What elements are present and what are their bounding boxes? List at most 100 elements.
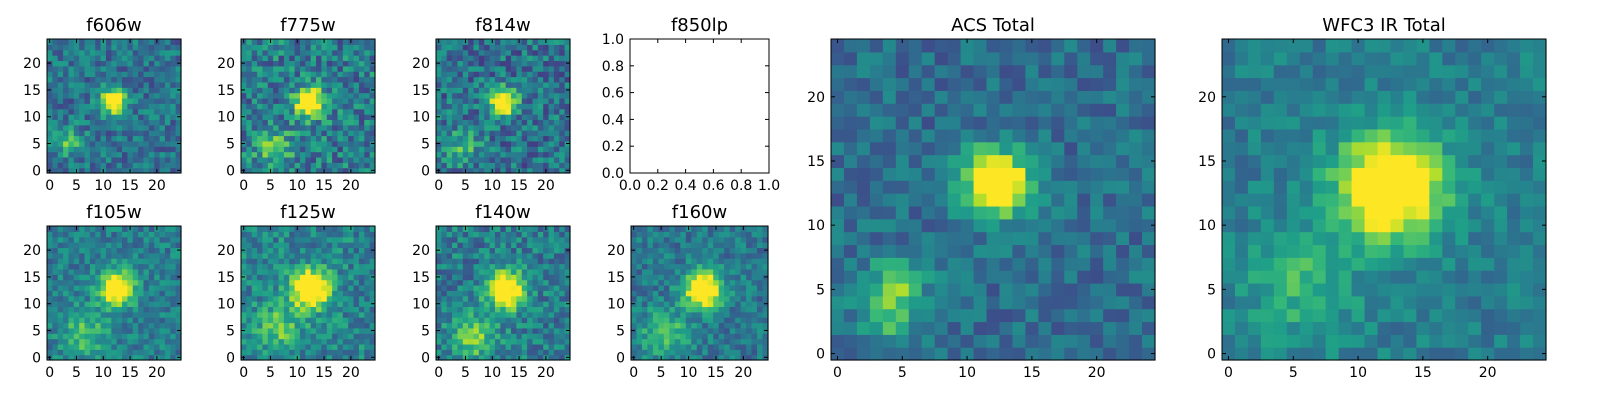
pixel-cell — [553, 103, 560, 110]
pixel-cell — [278, 247, 285, 254]
pixel-cell — [478, 119, 485, 126]
pixel-cell — [111, 284, 118, 291]
pixel-cell — [532, 156, 539, 163]
pixel-cell — [559, 258, 566, 265]
pixel-cell — [553, 114, 560, 120]
pixel-cell — [348, 338, 355, 345]
pixel-cell — [305, 167, 312, 174]
pixel-cell — [751, 290, 758, 297]
pixel-cell — [548, 81, 555, 88]
pixel-cell — [143, 97, 150, 104]
pixel-cell — [310, 103, 317, 110]
pixel-cell — [369, 349, 376, 356]
pixel-cell — [1077, 270, 1091, 284]
pixel-cell — [52, 156, 59, 163]
pixel-cell — [294, 274, 301, 281]
pixel-cell — [100, 322, 107, 329]
pixel-cell — [484, 49, 491, 56]
pixel-cell — [148, 39, 155, 45]
pixel-cell — [511, 333, 517, 340]
pixel-cell — [986, 257, 1001, 271]
pixel-cell — [647, 306, 654, 313]
pixel-cell — [326, 242, 333, 249]
pixel-cell — [321, 65, 328, 72]
pixel-cell — [1038, 308, 1052, 323]
pixel-cell — [89, 284, 96, 291]
pixel-cell — [521, 343, 528, 350]
pixel-cell — [305, 44, 312, 51]
pixel-cell — [652, 349, 659, 356]
pixel-cell — [652, 242, 659, 249]
pixel-cell — [521, 327, 528, 334]
pixel-cell — [505, 92, 512, 99]
pixel-cell — [348, 268, 355, 275]
pixel-cell — [895, 295, 910, 310]
pixel-cell — [73, 130, 80, 137]
pixel-cell — [537, 349, 544, 356]
pixel-cell — [446, 258, 453, 265]
pixel-cell — [105, 151, 112, 158]
pixel-cell — [468, 135, 475, 142]
pixel-cell — [148, 349, 155, 356]
pixel-cell — [1129, 308, 1143, 323]
pixel-cell — [116, 103, 123, 110]
pixel-cell — [122, 242, 128, 249]
pixel-cell — [289, 39, 296, 45]
pixel-cell — [89, 167, 96, 174]
pixel-cell — [326, 81, 333, 88]
pixel-cell — [1129, 257, 1143, 271]
pixel-cell — [241, 103, 247, 110]
pixel-cell — [856, 295, 871, 310]
pixel-cell — [869, 205, 884, 220]
pixel-cell — [122, 76, 128, 83]
pixel-cell — [669, 263, 676, 270]
pixel-cell — [100, 258, 107, 265]
pixel-cell — [283, 284, 290, 291]
pixel-cell — [95, 322, 102, 329]
pixel-cell — [652, 268, 659, 275]
pixel-cell — [674, 349, 681, 356]
pixel-cell — [342, 87, 349, 94]
pixel-cell — [516, 236, 523, 243]
pixel-cell — [729, 327, 736, 334]
pixel-cell — [1129, 282, 1143, 297]
pixel-cell — [369, 322, 376, 329]
pixel-cell — [680, 279, 687, 286]
y-tick-label: 5 — [32, 324, 41, 340]
pixel-cell — [100, 301, 107, 307]
pixel-cell — [511, 55, 517, 62]
pixel-cell — [95, 162, 102, 169]
pixel-cell — [257, 49, 264, 56]
pixel-cell — [468, 49, 475, 56]
pixel-cell — [1116, 282, 1130, 297]
pixel-cell — [47, 311, 53, 318]
pixel-cell — [148, 156, 155, 163]
pixel-cell — [257, 135, 264, 142]
pixel-cell — [452, 130, 459, 137]
pixel-cell — [164, 44, 171, 51]
pixel-cell — [84, 135, 91, 142]
pixel-cell — [882, 321, 897, 335]
pixel-cell — [751, 242, 758, 249]
pixel-cell — [462, 156, 469, 163]
pixel-cell — [175, 156, 182, 163]
pixel-cell — [516, 55, 523, 62]
pixel-cell — [111, 92, 118, 99]
pixel-cell — [718, 247, 725, 254]
pixel-cell — [138, 167, 145, 174]
pixel-cell — [934, 308, 949, 323]
pixel-cell — [116, 242, 123, 249]
pixel-cell — [691, 252, 698, 259]
pixel-cell — [310, 231, 317, 238]
pixel-cell — [273, 242, 280, 249]
pixel-cell — [111, 279, 118, 286]
pixel-cell — [100, 247, 107, 254]
pixel-cell — [257, 258, 264, 265]
pixel-cell — [462, 311, 469, 318]
pixel-cell — [294, 295, 301, 302]
pixel-cell — [543, 284, 550, 291]
pixel-cell — [294, 290, 301, 297]
pixel-cell — [342, 290, 349, 297]
pixel-cell — [143, 263, 150, 270]
pixel-cell — [305, 87, 312, 94]
